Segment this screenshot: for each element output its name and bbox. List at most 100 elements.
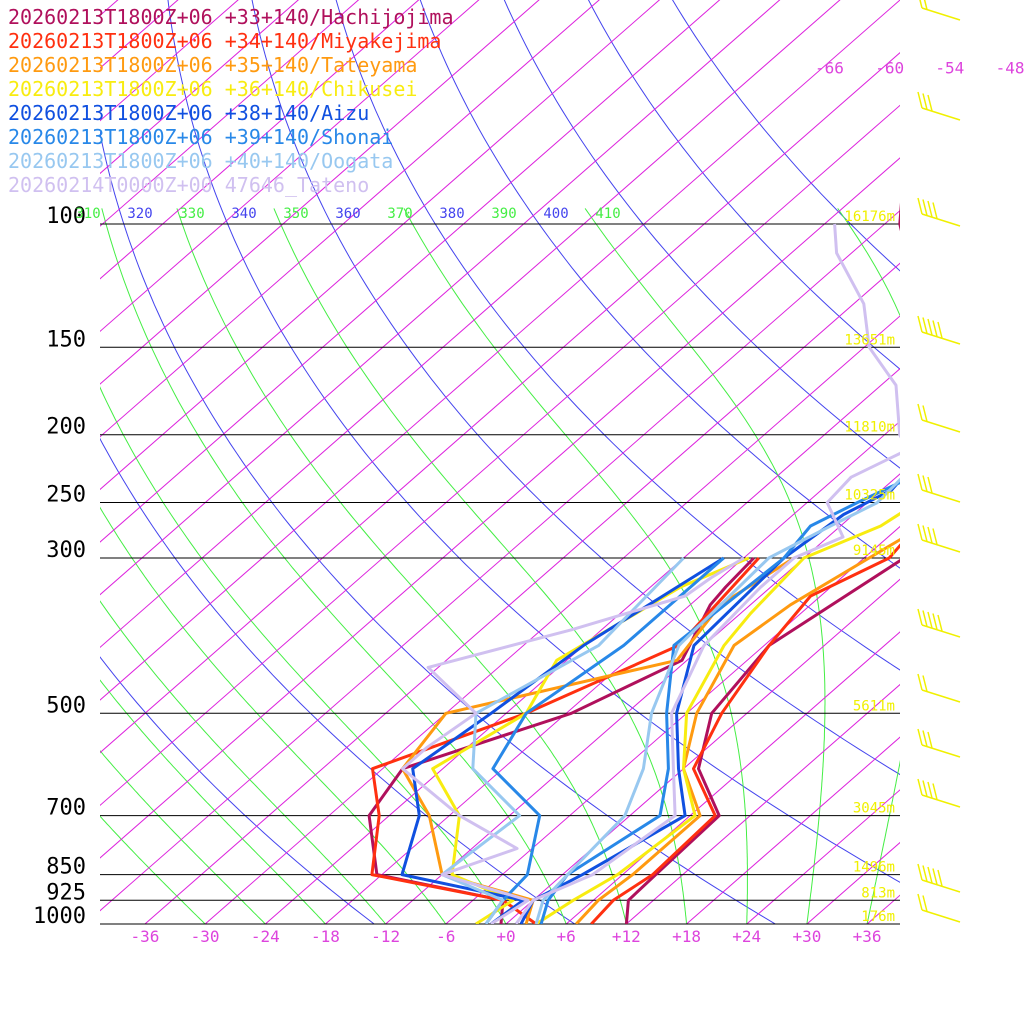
pressure-tick-label: 925 (46, 880, 86, 905)
legend-entry: 20260213T1800Z+06 +34+140/Miyakejima (8, 29, 441, 53)
theta-tick-label: 350 (283, 206, 308, 222)
temperature-line (591, 0, 1024, 924)
wind-barb-flag (918, 779, 922, 795)
upper-temperature-tick-label: -54 (935, 59, 964, 78)
wind-barb (918, 0, 960, 20)
height-label: 1496m (853, 860, 895, 876)
isotherm-line (894, 0, 1024, 953)
temperature-tick-label: -6 (436, 927, 455, 946)
pressure-tick-label: 200 (46, 415, 86, 440)
height-label: 5611m (853, 698, 895, 714)
pressure-tick-label: 1000 (33, 904, 86, 929)
pressure-tick-label: 300 (46, 538, 86, 563)
wind-barb-flag (918, 404, 922, 420)
pressure-tick-label: 700 (46, 796, 86, 821)
wind-barb-flag (918, 0, 922, 8)
wind-barb-flag (923, 94, 927, 110)
dry-adiabat-line (437, 0, 1024, 953)
theta-tick-label: 400 (543, 206, 568, 222)
legend-entry: 20260213T1800Z+06 +40+140/Oogata (8, 149, 393, 173)
wind-barb (918, 198, 960, 226)
isotherm-line (653, 0, 1024, 953)
pressure-tick-label: 250 (46, 483, 86, 508)
temperature-tick-label: +18 (672, 927, 701, 946)
height-label: 10325m (844, 488, 895, 504)
theta-tick-label: 380 (439, 206, 464, 222)
temperature-tick-label: +12 (612, 927, 641, 946)
wind-barb (918, 864, 960, 892)
wind-barb-staff (922, 490, 960, 502)
legend-entry: 20260214T0000Z+00 47646_Tateno (8, 173, 369, 197)
wind-barb-flag (938, 322, 942, 338)
wind-barb-flag (928, 612, 932, 628)
temperature-line (536, 0, 1024, 924)
wind-barb-flag (918, 864, 922, 880)
temperature-tick-label: +36 (853, 927, 882, 946)
wind-barb-flag (918, 609, 922, 625)
legend-entry: 20260213T1800Z+06 +39+140/Shonai (8, 125, 393, 149)
wind-barb-flag (933, 203, 937, 219)
temperature-tick-label: +30 (792, 927, 821, 946)
wind-barb-flag (933, 614, 937, 630)
wind-barb-flag (933, 321, 937, 337)
moist-adiabat-line (41, 208, 522, 954)
temperature-tick-label: -24 (251, 927, 280, 946)
height-label: 813m (861, 885, 895, 901)
theta-tick-label: 370 (387, 206, 412, 222)
wind-barb (918, 729, 960, 757)
wind-barb-flag (928, 527, 932, 543)
wind-barb-flag (923, 896, 927, 912)
height-label: 16176m (844, 209, 895, 225)
wind-barb-flag (918, 316, 922, 332)
theta-tick-label: 360 (335, 206, 360, 222)
wind-barb-staff (922, 745, 960, 757)
theta-tick-label: 340 (231, 206, 256, 222)
moist-adiabat-line (0, 208, 295, 954)
isotherm-line (593, 0, 1024, 953)
wind-barb (918, 524, 960, 552)
wind-barb-flag (923, 866, 927, 882)
theta-tick-label: 330 (179, 206, 204, 222)
wind-barb-flag (933, 529, 937, 545)
temperature-tick-label: -36 (130, 927, 159, 946)
isotherm-line (774, 0, 1024, 953)
upper-temperature-tick-label: -60 (875, 59, 904, 78)
wind-barb-flag (938, 615, 942, 631)
theta-tick-label: 410 (595, 206, 620, 222)
temperature-line (536, 0, 1024, 924)
temperature-tick-label: +24 (732, 927, 761, 946)
legend-entry: 20260213T1800Z+06 +35+140/Tateyama (8, 53, 417, 77)
wind-barb-flag (928, 782, 932, 798)
height-label: 3045m (853, 801, 895, 817)
dry-adiabat-line (502, 0, 1024, 953)
wind-barb-staff (922, 8, 960, 20)
wind-barb-flag (938, 870, 942, 886)
wind-barb-staff (922, 420, 960, 432)
temperature-tick-label: -30 (191, 927, 220, 946)
isotherm-line (954, 0, 1024, 953)
wind-barb-flag (918, 474, 922, 490)
wind-barb-flag (918, 674, 922, 690)
wind-barb (918, 894, 960, 922)
wind-barb-flag (918, 729, 922, 745)
wind-barb-flag (928, 201, 932, 217)
wind-barb-staff (922, 214, 960, 226)
moist-adiabat-line (274, 208, 689, 954)
wind-barb-flag (923, 406, 927, 422)
pressure-tick-label: 850 (46, 855, 86, 880)
temperature-tick-label: -12 (371, 927, 400, 946)
wind-barb-flag (928, 477, 932, 493)
theta-tick-label: 320 (127, 206, 152, 222)
wind-barb (918, 674, 960, 702)
wind-barb (918, 779, 960, 807)
wind-barb (918, 316, 960, 344)
dewpoint-line (372, 558, 759, 924)
wind-barb-flag (923, 318, 927, 334)
pressure-tick-label: 150 (46, 327, 86, 352)
wind-barb-flag (918, 198, 922, 214)
wind-barb-flag (923, 200, 927, 216)
wind-barb-flag (923, 611, 927, 627)
wind-barb-flag (933, 784, 937, 800)
wind-barb-flag (923, 526, 927, 542)
